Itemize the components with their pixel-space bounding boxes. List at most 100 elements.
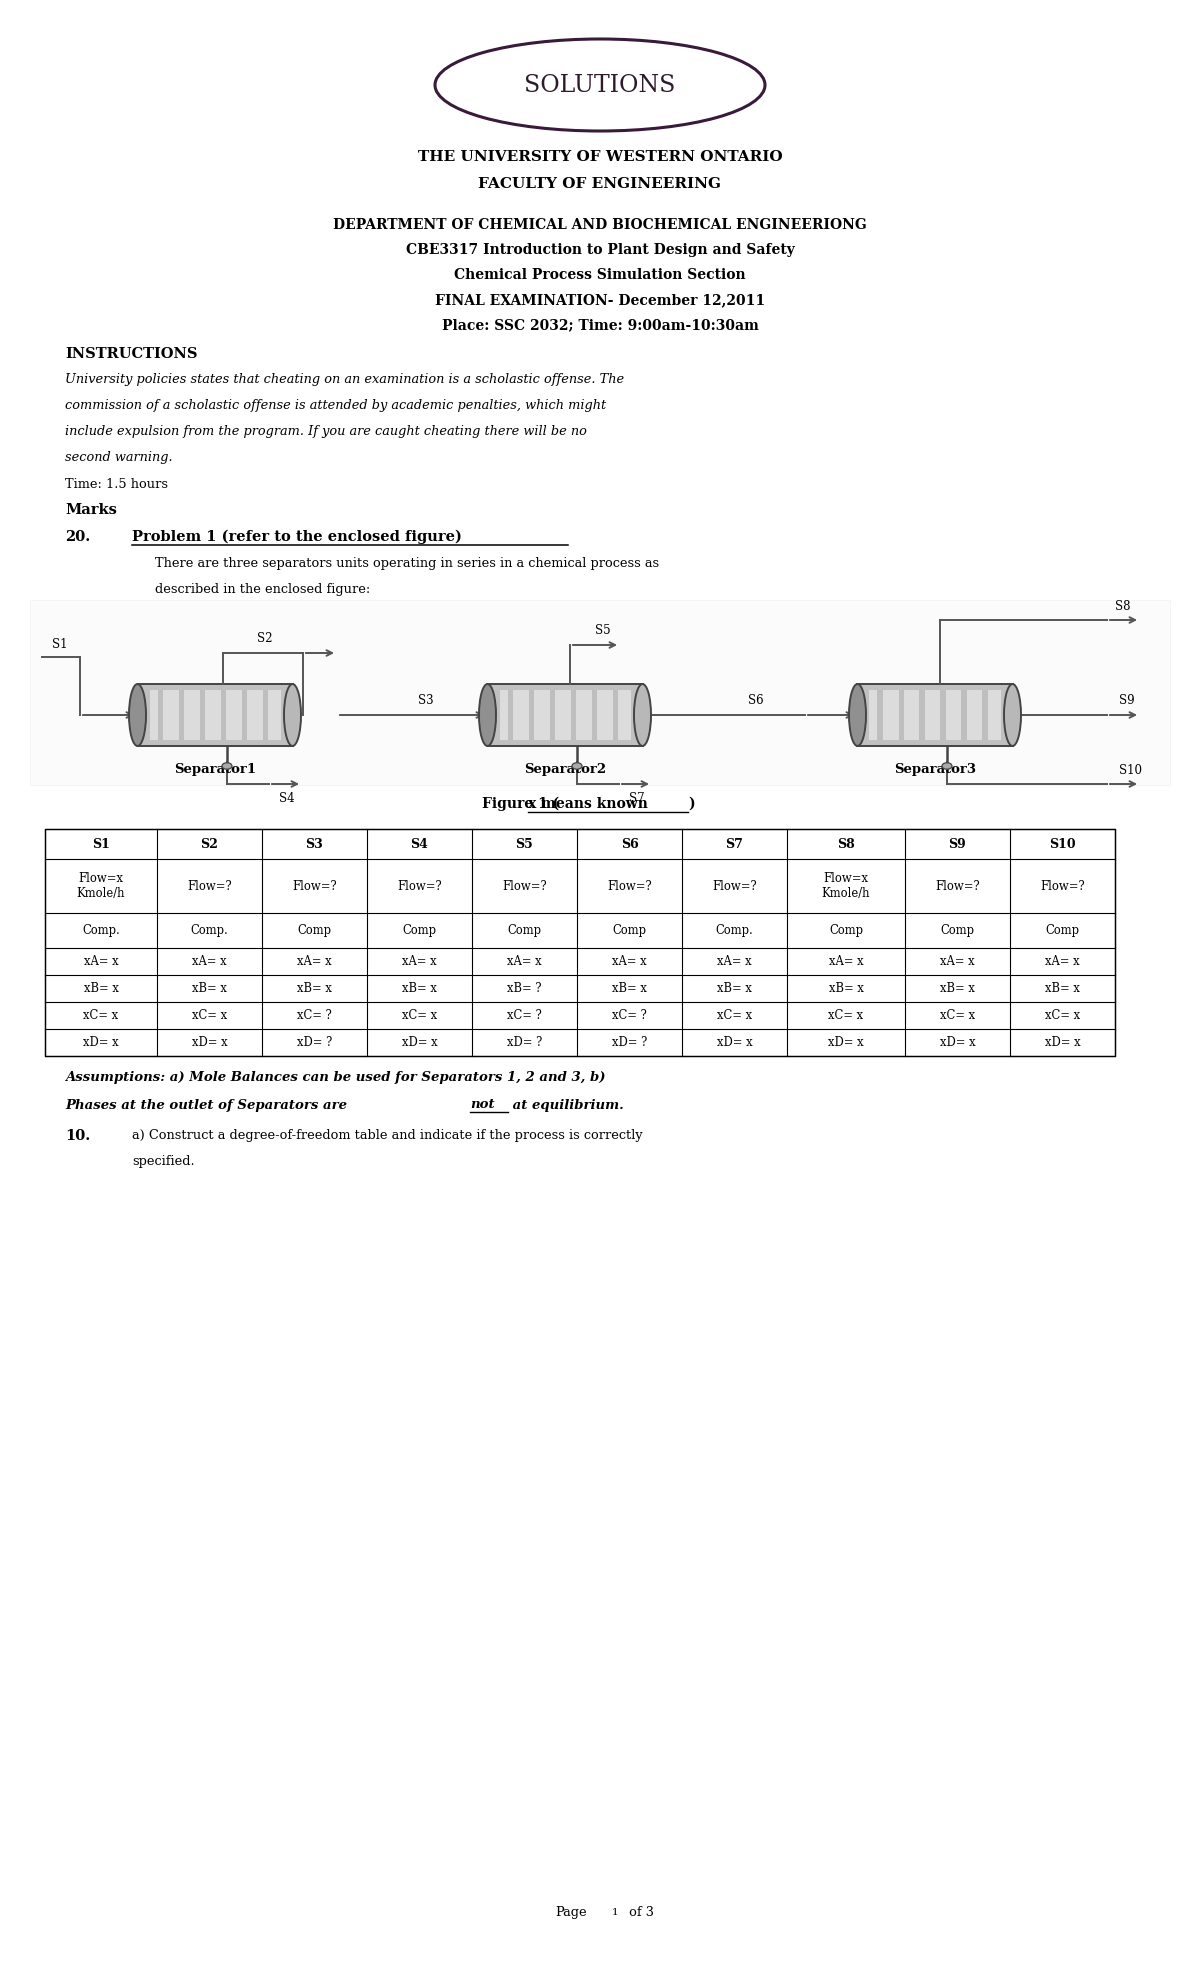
Text: SOLUTIONS: SOLUTIONS (524, 73, 676, 96)
Bar (30, 600, 1170, 785)
Text: Marks: Marks (65, 504, 116, 517)
Bar (199, 690, 205, 740)
Text: xC= x: xC= x (402, 1009, 437, 1023)
Bar (150, 690, 281, 740)
Text: xA= x: xA= x (940, 956, 974, 968)
Text: S10: S10 (1118, 763, 1141, 777)
Text: Comp: Comp (941, 924, 974, 936)
Ellipse shape (572, 763, 582, 769)
Text: S6: S6 (748, 694, 764, 706)
Text: xB= x: xB= x (1045, 982, 1080, 995)
Text: xC= ?: xC= ? (612, 1009, 647, 1023)
Text: xA= x: xA= x (402, 956, 437, 968)
Text: 1: 1 (612, 1908, 619, 1916)
Text: xA= x: xA= x (718, 956, 752, 968)
Text: Flow=?: Flow=? (1040, 879, 1085, 893)
Bar (138, 685, 293, 745)
Text: S6: S6 (620, 838, 638, 850)
Text: xB= x: xB= x (718, 982, 752, 995)
Ellipse shape (222, 763, 232, 769)
Text: xB= x: xB= x (940, 982, 974, 995)
Text: Comp: Comp (508, 924, 541, 936)
Text: Flow=?: Flow=? (607, 879, 652, 893)
Bar (899, 690, 904, 740)
Text: THE UNIVERSITY OF WESTERN ONTARIO: THE UNIVERSITY OF WESTERN ONTARIO (418, 149, 782, 163)
Bar (877, 690, 883, 740)
Text: Problem 1 (refer to the enclosed figure): Problem 1 (refer to the enclosed figure) (132, 529, 462, 545)
Text: Comp.: Comp. (82, 924, 120, 936)
Text: Flow=?: Flow=? (712, 879, 757, 893)
Text: Place: SSC 2032; Time: 9:00am-10:30am: Place: SSC 2032; Time: 9:00am-10:30am (442, 319, 758, 332)
Text: Flow=x
Kmole/h: Flow=x Kmole/h (77, 871, 125, 901)
Bar (592, 690, 598, 740)
Text: xA= x: xA= x (829, 956, 863, 968)
Bar (241, 690, 247, 740)
Text: S4: S4 (280, 793, 295, 806)
Text: INSTRUCTIONS: INSTRUCTIONS (65, 346, 198, 362)
Text: Comp: Comp (298, 924, 331, 936)
Text: S9: S9 (1120, 694, 1135, 708)
Text: Comp.: Comp. (191, 924, 228, 936)
Ellipse shape (942, 763, 952, 769)
Text: xA= x: xA= x (1045, 956, 1080, 968)
Text: S3: S3 (418, 694, 434, 706)
Text: Time: 1.5 hours: Time: 1.5 hours (65, 478, 168, 492)
Text: described in the enclosed figure:: described in the enclosed figure: (155, 582, 371, 596)
Bar (487, 685, 642, 745)
Text: S5: S5 (595, 624, 611, 637)
Text: S2: S2 (257, 633, 272, 645)
Text: S3: S3 (306, 838, 323, 850)
Text: S5: S5 (516, 838, 533, 850)
Text: Figure 1 (: Figure 1 ( (482, 797, 564, 810)
Text: Assumptions: a) Mole Balances can be used for Separators 1, 2 and 3, b): Assumptions: a) Mole Balances can be use… (65, 1072, 606, 1084)
Text: at equilibrium.: at equilibrium. (508, 1098, 624, 1111)
Text: Flow=?: Flow=? (187, 879, 232, 893)
Text: S8: S8 (1115, 600, 1130, 612)
Text: x means known: x means known (528, 797, 648, 810)
Text: xD= ?: xD= ? (296, 1037, 332, 1048)
Text: S10: S10 (1049, 838, 1076, 850)
Text: ): ) (688, 797, 695, 810)
Text: xD= ?: xD= ? (506, 1037, 542, 1048)
Bar (550, 690, 554, 740)
Text: xA= x: xA= x (508, 956, 542, 968)
Text: Phases at the outlet of Separators are: Phases at the outlet of Separators are (65, 1098, 352, 1111)
Ellipse shape (284, 685, 301, 745)
Text: Flow=x
Kmole/h: Flow=x Kmole/h (822, 871, 870, 901)
Text: FACULTY OF ENGINEERING: FACULTY OF ENGINEERING (479, 177, 721, 191)
Text: Comp: Comp (402, 924, 437, 936)
Text: xA= x: xA= x (84, 956, 119, 968)
Text: Chemical Process Simulation Section: Chemical Process Simulation Section (454, 268, 746, 281)
Text: 20.: 20. (65, 529, 90, 545)
Bar (983, 690, 988, 740)
Bar (570, 690, 576, 740)
Text: xC= x: xC= x (940, 1009, 976, 1023)
Bar (612, 690, 618, 740)
Text: of 3: of 3 (625, 1906, 654, 1918)
Text: xB= x: xB= x (402, 982, 437, 995)
Text: 10.: 10. (65, 1129, 90, 1143)
Ellipse shape (479, 685, 496, 745)
Text: Separator3: Separator3 (894, 763, 976, 777)
Text: xA= x: xA= x (192, 956, 227, 968)
Text: FINAL EXAMINATION- December 12,2011: FINAL EXAMINATION- December 12,2011 (434, 293, 766, 307)
Text: xB= x: xB= x (84, 982, 119, 995)
Text: S1: S1 (92, 838, 110, 850)
Text: S7: S7 (629, 793, 644, 806)
Text: specified.: specified. (132, 1155, 194, 1168)
Text: CBE3317 Introduction to Plant Design and Safety: CBE3317 Introduction to Plant Design and… (406, 244, 794, 258)
Text: S9: S9 (949, 838, 966, 850)
Ellipse shape (1004, 685, 1021, 745)
Text: xC= x: xC= x (716, 1009, 752, 1023)
Bar (179, 690, 184, 740)
Text: xD= x: xD= x (402, 1037, 437, 1048)
Text: Comp: Comp (1045, 924, 1080, 936)
Text: S4: S4 (410, 838, 428, 850)
Text: Flow=?: Flow=? (935, 879, 980, 893)
Text: Separator2: Separator2 (524, 763, 606, 777)
Bar (870, 690, 1001, 740)
Text: S2: S2 (200, 838, 218, 850)
Text: include expulsion from the program. If you are caught cheating there will be no: include expulsion from the program. If y… (65, 425, 587, 439)
Text: xC= x: xC= x (1045, 1009, 1080, 1023)
Text: xD= x: xD= x (940, 1037, 976, 1048)
